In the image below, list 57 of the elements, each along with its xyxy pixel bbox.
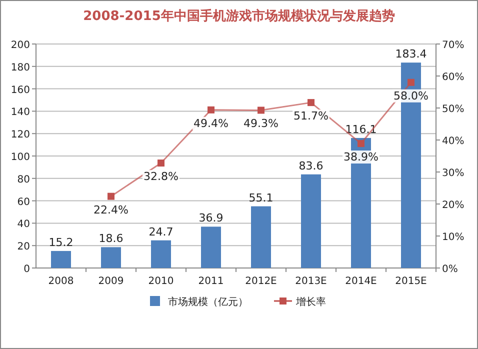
legend-label: 增长率 [295,296,326,308]
x-tick-label: 2008 [48,276,74,287]
legend-label: 市场规模（亿元） [168,296,248,308]
bar [51,250,71,268]
x-tick-label: 2010 [148,276,174,287]
chart-title: 2008-2015年中国手机游戏市场规模状况与发展趋势 [83,8,395,24]
y-tick-label: 80 [17,174,30,186]
data-label: 24.7 [148,225,174,238]
y2-tick-label: 30% [442,168,464,179]
point [258,106,264,114]
data-label: 58.0% [394,89,428,102]
x-tick-label: 2012E [245,276,277,287]
data-label: 83.6 [298,159,324,172]
y2-tick-label: 20% [442,200,464,211]
y-tick-label: 0 [24,264,30,275]
y2-tick-label: 60% [442,72,464,83]
data-label: 22.4% [94,203,128,216]
x-tick-label: 2014E [345,276,377,287]
y-tick-label: 20 [17,242,30,253]
data-label: 18.6 [98,232,124,246]
x-tick-label: 2011 [198,276,224,287]
y2-tick-label: 70% [442,40,464,51]
y2-tick-label: 0% [442,264,458,275]
data-label: 55.1 [248,191,274,204]
point [358,140,364,148]
data-label: 49.4% [194,116,228,130]
x-tick-label: 2009 [98,276,124,287]
y-tick-label: 160 [10,84,30,96]
y2-tick-label: 40% [442,136,464,147]
y2-tick-label: 50% [442,104,464,115]
point [408,78,414,86]
bar [101,247,121,268]
bar [201,226,221,268]
data-label: 183.4 [395,48,427,61]
data-label: 36.9 [198,212,224,225]
data-label: 15.2 [48,236,74,249]
x-tick-label: 2013E [295,276,327,287]
y-tick-label: 200 [10,40,30,51]
y-tick-label: 60 [17,196,30,208]
data-label: 32.8% [144,170,178,184]
data-label: 38.9% [344,150,378,164]
y-tick-label: 100 [10,152,30,163]
x-tick-label: 2015E [395,276,427,287]
point [108,192,114,200]
point [308,99,314,106]
y2-tick-label: 10% [442,232,464,243]
point [158,160,164,167]
y-tick-label: 180 [10,62,30,74]
y-tick-label: 120 [10,130,30,141]
bar [301,174,321,268]
bar [251,206,271,268]
data-label: 49.3% [244,117,278,130]
data-label: 51.7% [294,110,328,123]
bar [151,240,171,268]
point [208,106,214,114]
y-tick-label: 140 [10,107,30,118]
y-tick-label: 40 [17,219,30,230]
